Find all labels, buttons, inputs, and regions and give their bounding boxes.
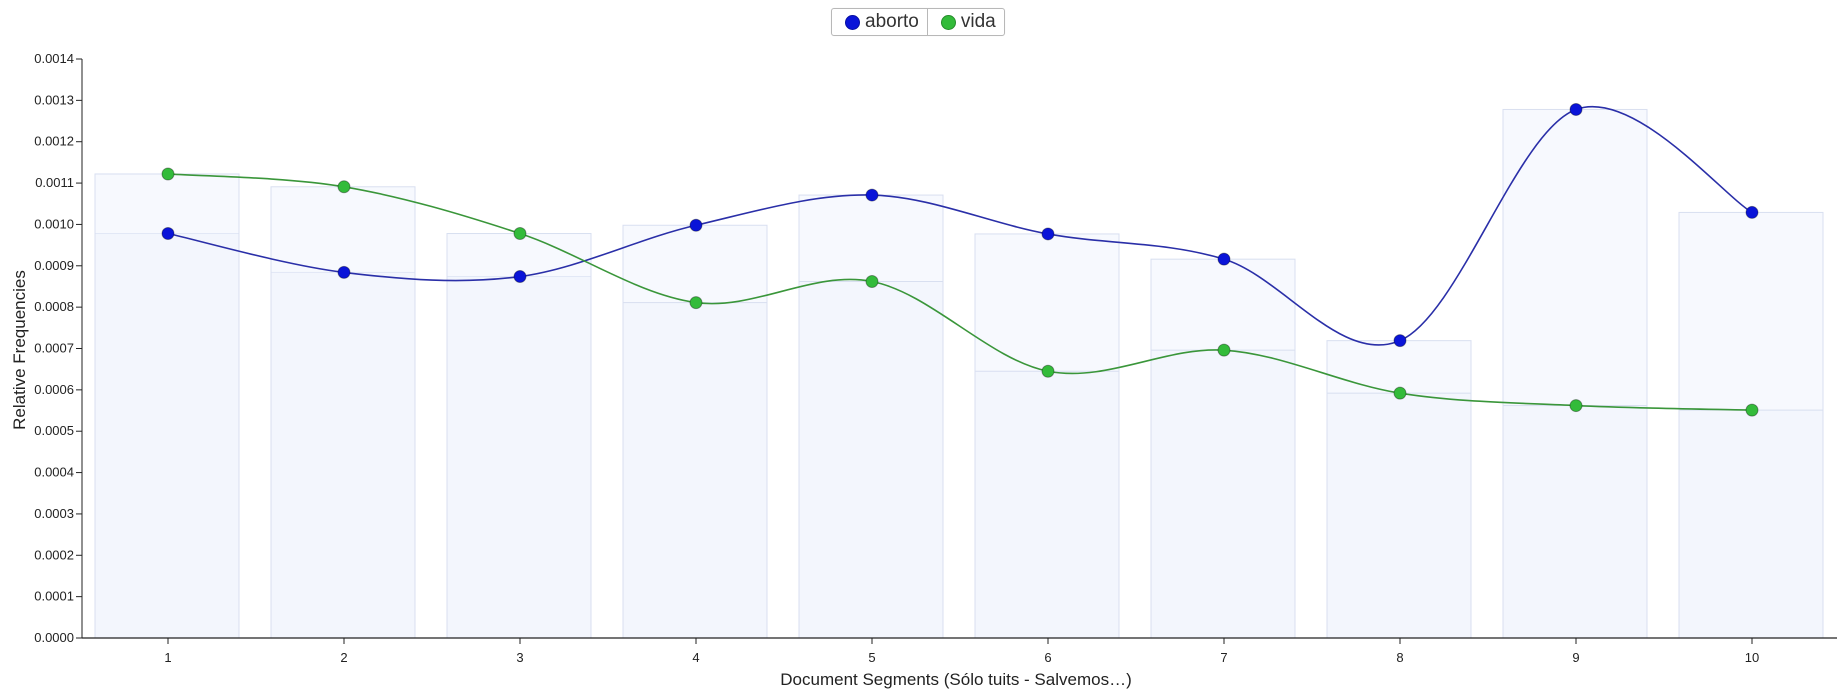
point-vida-2 <box>337 180 351 194</box>
y-tick-label: 0.0002 <box>34 547 74 562</box>
point-vida-8 <box>1393 386 1407 400</box>
y-axis-label: Relative Frequencies <box>10 270 29 430</box>
y-tick-label: 0.0013 <box>34 92 74 107</box>
points-layer <box>161 102 1759 417</box>
y-tick-label: 0.0014 <box>34 51 74 66</box>
point-vida-10 <box>1745 403 1759 417</box>
x-tick-label: 7 <box>1220 650 1227 665</box>
bar-aborto-9 <box>1502 108 1648 639</box>
bars-layer <box>94 108 1824 639</box>
x-tick-label: 6 <box>1044 650 1051 665</box>
x-tick-label: 1 <box>164 650 171 665</box>
x-tick-label: 4 <box>692 650 699 665</box>
y-tick-label: 0.0012 <box>34 134 74 149</box>
bar-aborto-1 <box>94 233 240 639</box>
y-tick-label: 0.0009 <box>34 258 74 273</box>
legend-item-aborto[interactable]: aborto <box>832 9 927 35</box>
bar-vida-6 <box>974 370 1120 639</box>
y-tick-label: 0.0000 <box>34 630 74 645</box>
legend-swatch-aborto <box>845 14 860 30</box>
y-tick-label: 0.0006 <box>34 382 74 397</box>
y-tick-label: 0.0005 <box>34 423 74 438</box>
bar-vida-5 <box>798 281 944 639</box>
bar-vida-3 <box>446 233 592 639</box>
y-tick-label: 0.0007 <box>34 341 74 356</box>
bar-aborto-5 <box>798 194 944 639</box>
bar-aborto-10 <box>1678 211 1824 639</box>
legend-swatch-vida <box>940 14 956 30</box>
x-tick-label: 9 <box>1572 650 1579 665</box>
point-aborto-10 <box>1745 205 1759 219</box>
point-vida-5 <box>865 275 879 289</box>
axes-layer: 0.0000 0.0001 0.0002 0.0003 0.0004 0.0005 0.00… <box>34 51 1837 665</box>
series-line-aborto <box>167 106 1753 346</box>
point-vida-7 <box>1217 343 1231 357</box>
point-aborto-8 <box>1393 334 1407 348</box>
y-tick-label: 0.0008 <box>34 299 74 314</box>
y-tick-label: 0.0003 <box>34 506 74 521</box>
x-tick-label: 8 <box>1396 650 1403 665</box>
bar-vida-8 <box>1326 392 1472 639</box>
y-tick-label: 0.0011 <box>35 175 74 190</box>
lines-layer <box>167 106 1753 411</box>
x-tick-label: 5 <box>868 650 875 665</box>
x-tick-label: 10 <box>1745 650 1759 665</box>
point-vida-9 <box>1569 399 1583 413</box>
point-aborto-5 <box>865 188 879 202</box>
y-tick-label: 0.0001 <box>34 589 74 604</box>
point-aborto-7 <box>1217 252 1231 266</box>
legend-label-vida: vida <box>960 11 996 32</box>
point-vida-4 <box>689 296 703 310</box>
bar-vida-2 <box>270 186 416 639</box>
bar-vida-9 <box>1502 405 1648 639</box>
point-aborto-6 <box>1041 227 1055 241</box>
legend-label-aborto: aborto <box>865 11 919 32</box>
legend-item-vida[interactable]: vida <box>926 9 1004 35</box>
bar-vida-7 <box>1150 349 1296 639</box>
series-line-vida <box>167 173 1753 411</box>
y-tick-label: 0.0004 <box>34 465 74 480</box>
point-vida-3 <box>513 227 527 241</box>
x-tick-label: 2 <box>340 650 347 665</box>
bar-vida-10 <box>1678 409 1824 639</box>
y-tick-label: 0.0010 <box>34 216 74 231</box>
point-aborto-1 <box>161 227 175 241</box>
point-aborto-4 <box>689 218 703 232</box>
bar-aborto-3 <box>446 276 592 639</box>
x-axis-label: Document Segments (Sólo tuits - Salvemos… <box>780 670 1131 689</box>
bar-vida-1 <box>94 173 240 639</box>
point-aborto-9 <box>1569 102 1583 116</box>
bar-aborto-7 <box>1150 258 1296 639</box>
point-vida-6 <box>1041 364 1055 378</box>
point-aborto-3 <box>513 270 527 284</box>
point-aborto-2 <box>337 265 351 279</box>
bar-vida-4 <box>622 302 768 639</box>
legend: aborto vida <box>831 8 1005 36</box>
x-tick-label: 3 <box>516 650 523 665</box>
point-vida-1 <box>161 167 175 181</box>
